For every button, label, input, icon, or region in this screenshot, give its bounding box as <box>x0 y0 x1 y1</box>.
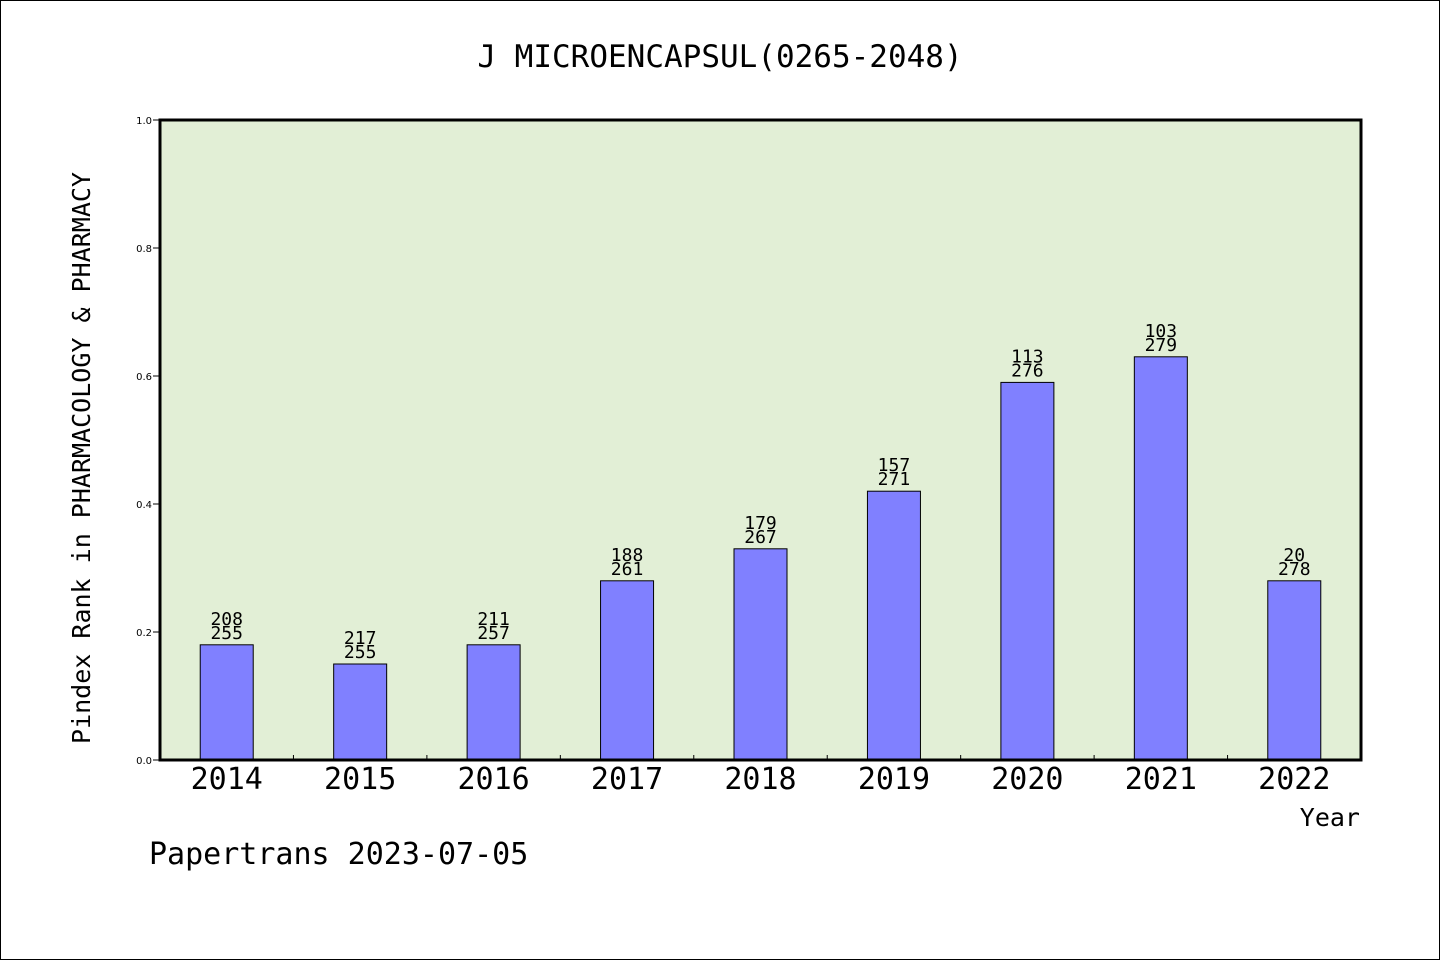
data-label-rank-2015: 217 <box>344 628 377 649</box>
data-label-total-2022: 278 <box>1278 559 1311 580</box>
chart-title: J MICROENCAPSUL(0265-2048) <box>477 39 962 75</box>
data-label-total-2015: 255 <box>344 642 377 663</box>
x-tick-label-2014: 2014 <box>191 762 263 797</box>
bar-2021 <box>1133 356 1188 761</box>
x-tick-label-2021: 2021 <box>1125 762 1197 797</box>
x-tick-label-2015: 2015 <box>324 762 396 797</box>
footer-credit: Papertrans 2023-07-05 <box>149 837 528 872</box>
bar-2022 <box>1267 580 1322 761</box>
data-label-total-2021: 279 <box>1145 335 1178 356</box>
y-tick-label: 0.2 <box>136 628 152 639</box>
plot-border <box>158 118 1363 762</box>
bar-2015 <box>333 663 388 761</box>
bar-series <box>199 356 1322 761</box>
bar-2014 <box>199 644 254 761</box>
data-label-total-2016: 257 <box>477 623 510 644</box>
bar-2019 <box>866 490 921 761</box>
x-tick-label-2017: 2017 <box>591 762 663 797</box>
y-tick-label: 1.0 <box>136 116 152 127</box>
data-label-rank-2021: 103 <box>1145 321 1178 342</box>
x-axis: 2014 2015 2016 2017 2018 2019 2020 2021 2022 <box>191 755 1330 797</box>
data-label-total-2018: 267 <box>744 527 777 548</box>
data-label-rank-2014: 208 <box>210 609 243 630</box>
x-axis-label: Year <box>1300 803 1360 832</box>
data-label-rank-2017: 188 <box>611 545 644 566</box>
x-tick-label-2022: 2022 <box>1258 762 1330 797</box>
data-label-rank-2022: 20 <box>1283 545 1305 566</box>
y-tick-label: 0.8 <box>136 244 152 255</box>
y-axis: 0.0 0.2 0.4 0.6 0.8 1.0 <box>136 116 160 767</box>
data-label-rank-2018: 179 <box>744 513 777 534</box>
data-label-total-2019: 271 <box>878 469 911 490</box>
data-label-rank-2016: 211 <box>477 609 510 630</box>
y-tick-label: 0.0 <box>136 756 152 767</box>
y-tick-label: 0.4 <box>136 500 152 511</box>
y-tick-label: 0.6 <box>136 372 152 383</box>
bar-2020 <box>1000 381 1055 761</box>
bar-2016 <box>466 644 521 761</box>
y-axis-label: Pindex Rank in PHARMACOLOGY & PHARMACY <box>67 172 96 744</box>
x-tick-label-2020: 2020 <box>991 762 1063 797</box>
x-tick-label-2016: 2016 <box>457 762 529 797</box>
x-tick-label-2019: 2019 <box>858 762 930 797</box>
data-label-total-2017: 261 <box>611 559 644 580</box>
data-label-rank-2020: 113 <box>1011 346 1044 367</box>
x-tick-label-2018: 2018 <box>724 762 796 797</box>
data-label-total-2020: 276 <box>1011 360 1044 381</box>
data-label-total-2014: 255 <box>210 623 243 644</box>
bar-2018 <box>733 548 788 761</box>
bar-2017 <box>600 580 655 761</box>
data-label-rank-2019: 157 <box>878 455 911 476</box>
